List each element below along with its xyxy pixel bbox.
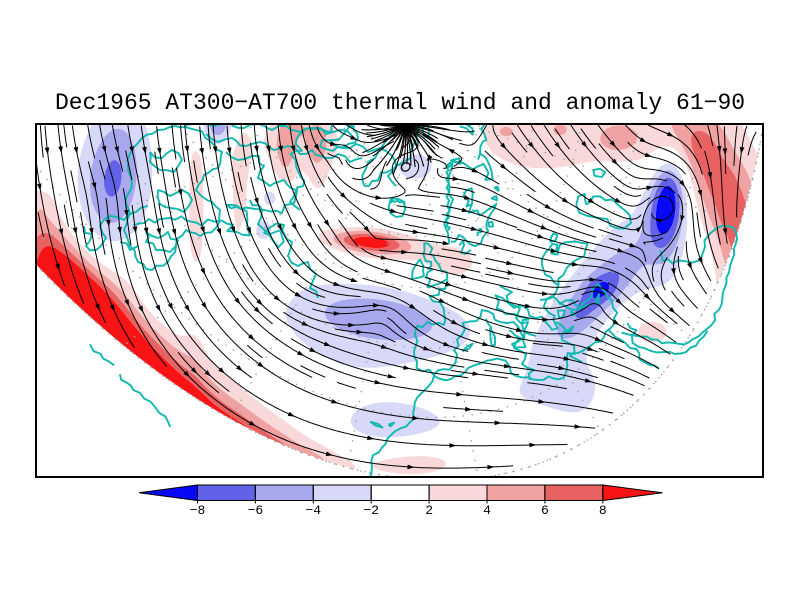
svg-text:2: 2 [425,503,433,518]
svg-text:−8: −8 [190,503,206,518]
svg-text:8: 8 [599,503,607,518]
svg-text:6: 6 [541,503,549,518]
svg-text:−4: −4 [305,503,321,518]
svg-text:4: 4 [483,503,491,518]
svg-text:−2: −2 [363,503,379,518]
svg-text:−6: −6 [248,503,264,518]
svg-text:Dec1965 AT300−AT700 thermal wi: Dec1965 AT300−AT700 thermal wind and ano… [55,90,745,116]
